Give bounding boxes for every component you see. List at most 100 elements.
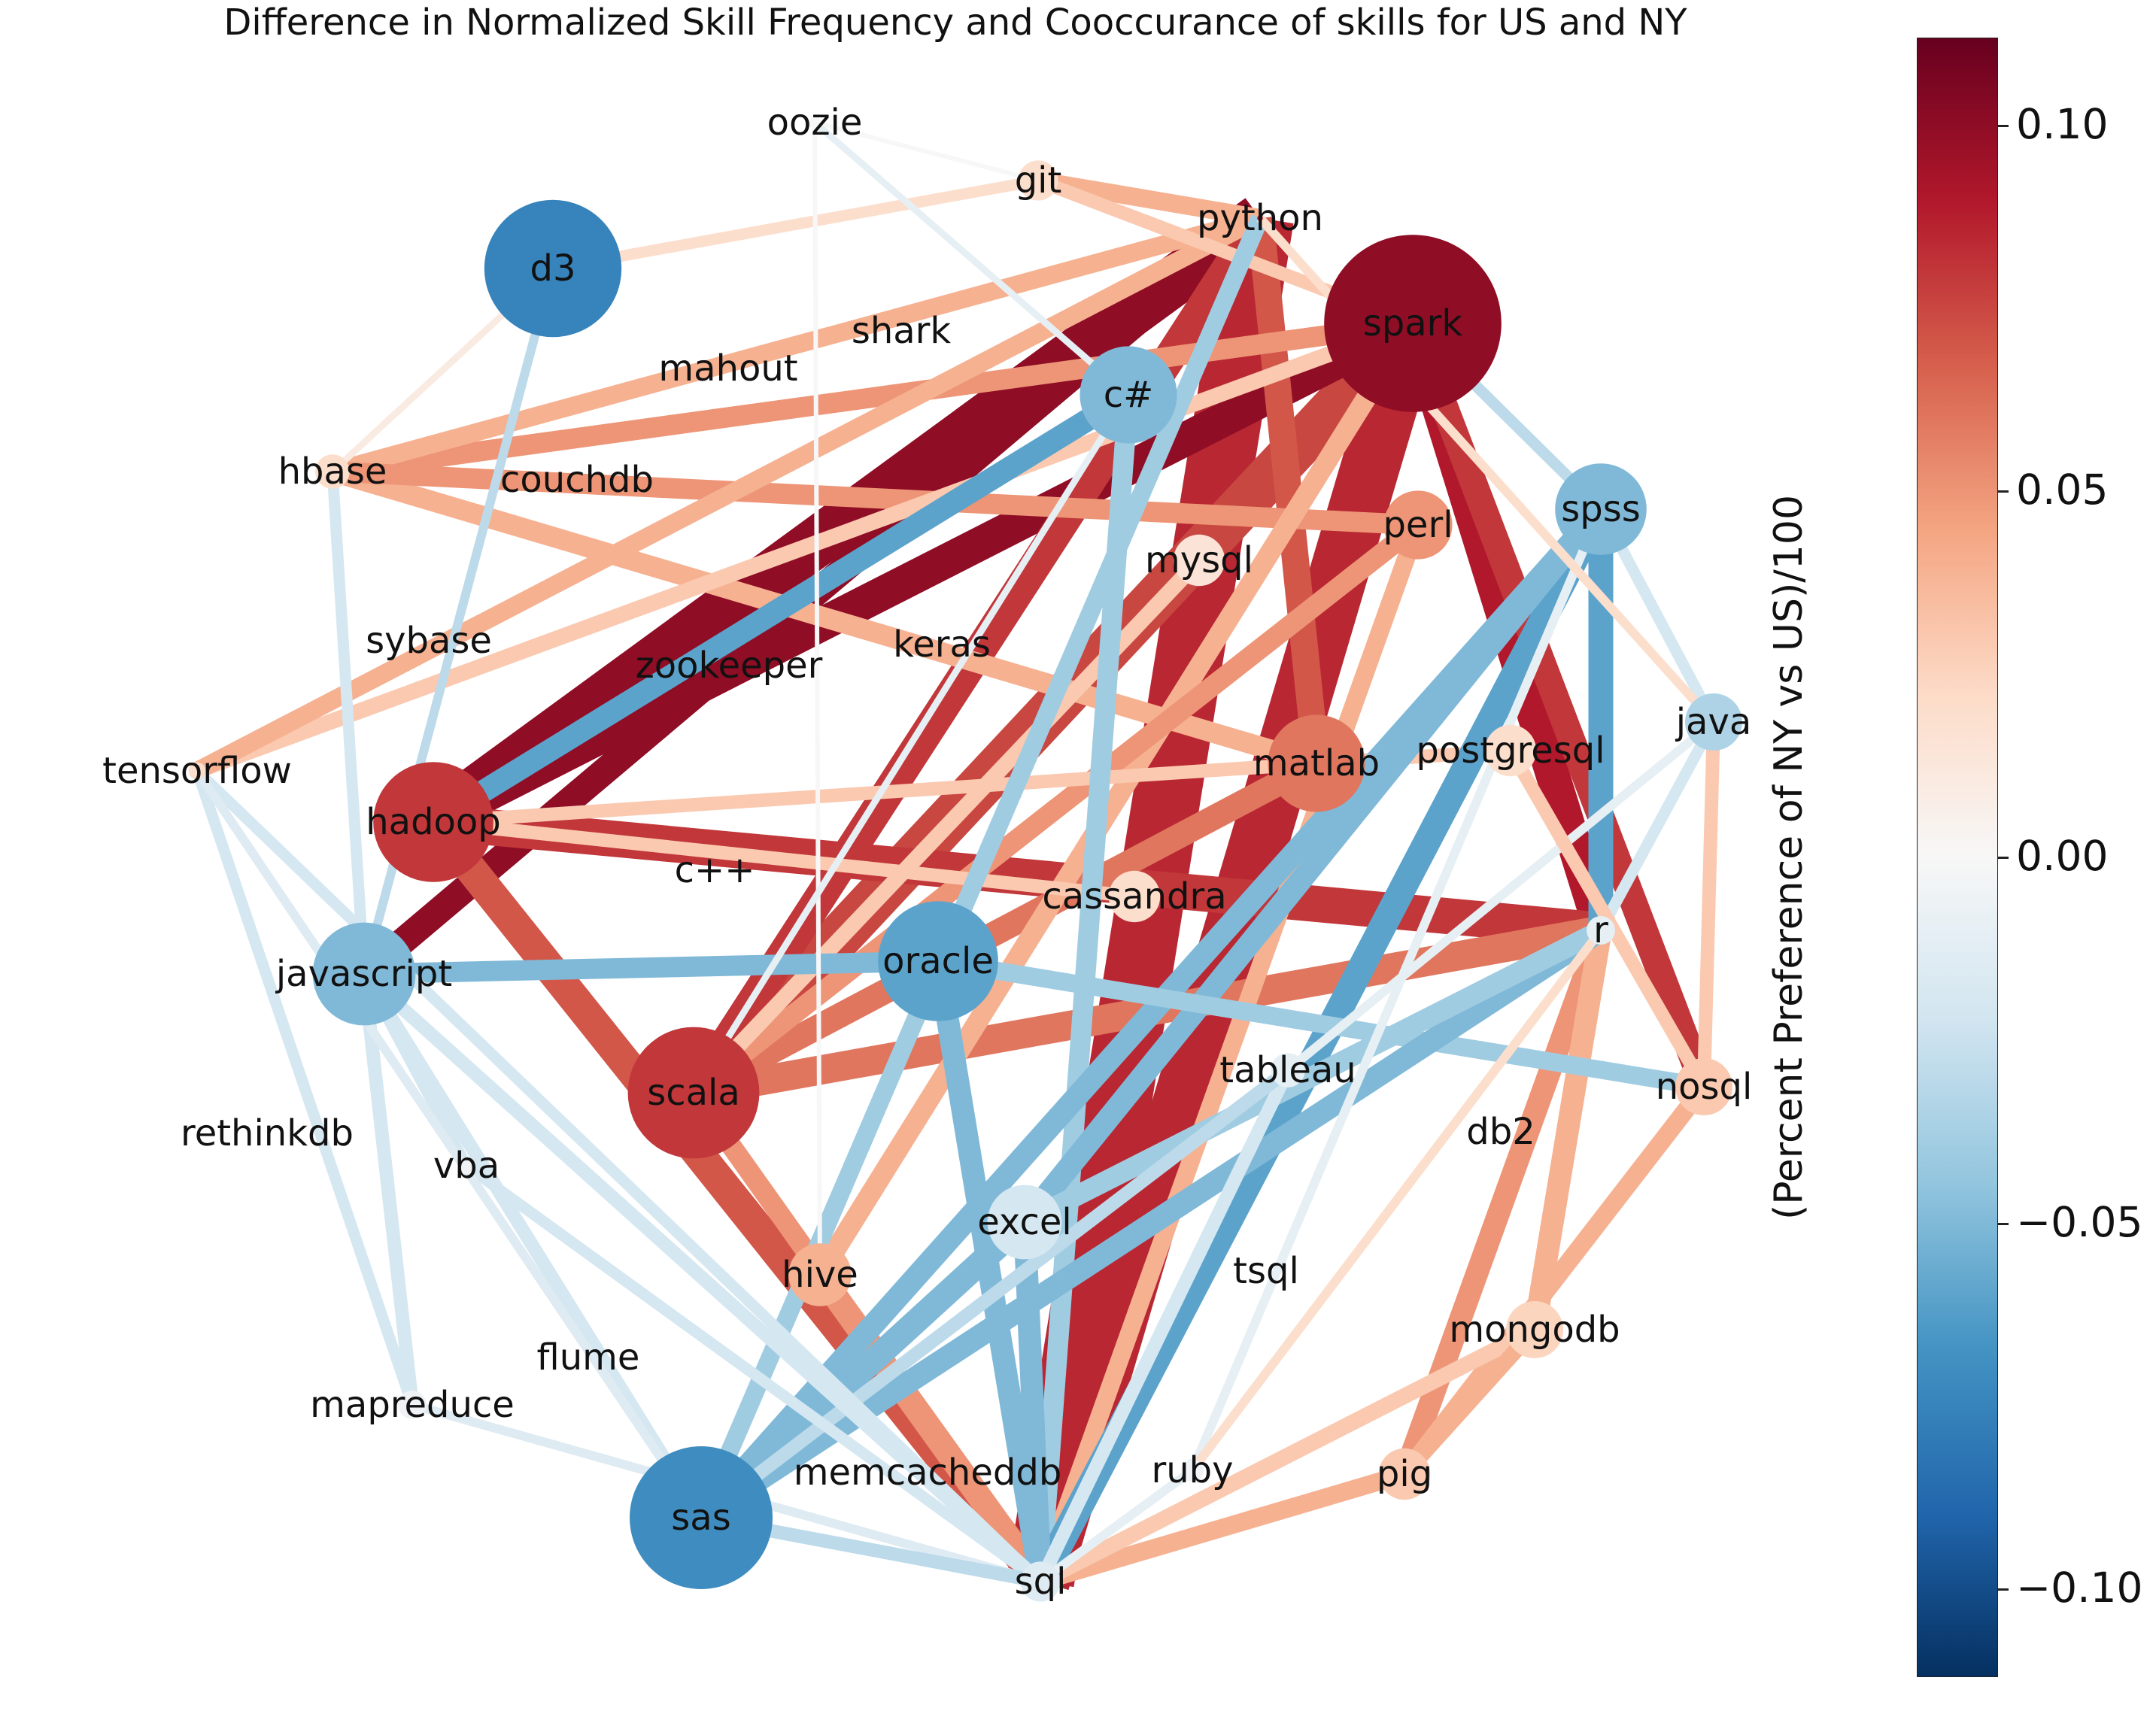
network-graph: oozie git python spark d3 shark mahout c# hbase c… — [102, 102, 1753, 1603]
node-nosql — [1675, 1058, 1732, 1115]
node-hive — [788, 1243, 852, 1306]
node-r — [1587, 916, 1615, 945]
node-sql — [1020, 1561, 1061, 1602]
node-label-db2: db2 — [1466, 1111, 1535, 1153]
edge-vba-sql — [463, 1160, 1044, 1587]
node-perl — [1383, 490, 1453, 560]
node-spark — [1324, 235, 1502, 412]
node-label-rethinkdb: rethinkdb — [181, 1112, 354, 1154]
node-label-pig: pig — [1377, 1453, 1432, 1495]
node-oracle — [878, 901, 998, 1021]
node-label-hive: hive — [782, 1254, 858, 1296]
node-sas — [630, 1446, 773, 1589]
node-mysql — [1173, 534, 1225, 587]
node-d3 — [484, 199, 622, 338]
edge-mapreduce-javascript — [357, 973, 419, 1406]
edge-hbase-matlab — [329, 462, 1319, 773]
colorbar-label: (Percent Preference of NY vs US)/100 — [1766, 494, 1811, 1221]
node-label-postgresql: postgresql — [1416, 730, 1605, 772]
node-tableau — [1271, 1053, 1305, 1088]
node-label-spss: spss — [1561, 488, 1641, 530]
node-csharp — [1080, 346, 1177, 444]
edge-oracle-javascript — [363, 951, 939, 984]
node-label-hbase: hbase — [278, 450, 387, 493]
edge-tensorflow-sas — [193, 768, 705, 1521]
node-mongodb — [1506, 1301, 1563, 1358]
node-oozie — [809, 117, 821, 129]
edge-python-matlab — [1247, 217, 1330, 765]
node-label-nosql: nosql — [1656, 1066, 1753, 1108]
node-label-javascript: javascript — [275, 953, 452, 995]
edge-oracle-sql — [927, 959, 1052, 1584]
node-label-tensorflow: tensorflow — [102, 750, 292, 792]
node-label-matlab: matlab — [1253, 742, 1380, 784]
node-java — [1685, 693, 1742, 751]
node-excel — [987, 1185, 1062, 1260]
node-mapreduce — [398, 1391, 427, 1419]
node-label-cplusplus: c++ — [675, 849, 755, 891]
node-label-hadoop: hadoop — [366, 801, 501, 843]
edge-hbase-python — [329, 209, 1263, 481]
edge-excel-sql — [1013, 1221, 1052, 1582]
node-label-flume: flume — [537, 1336, 640, 1379]
node-label-zookeeper: zookeeper — [636, 645, 823, 687]
edge-perl-scala — [687, 517, 1425, 1101]
node-cassandra — [1108, 870, 1161, 923]
node-label-spark: spark — [1363, 302, 1463, 344]
colorbar — [1917, 38, 1998, 1677]
node-label-vba: vba — [433, 1145, 500, 1187]
edge-git-python — [1036, 171, 1262, 227]
colorbar-tick-label: −0.10 — [2016, 1564, 2143, 1612]
edge-mongodb-sql — [1037, 1322, 1538, 1589]
node-label-csharp: c# — [1104, 374, 1154, 416]
edge-r-mongodb — [1523, 928, 1612, 1332]
node-label-sas: sas — [671, 1497, 730, 1539]
node-label-r: r — [1593, 909, 1608, 951]
edge-c#-scala — [691, 393, 1131, 1095]
colorbar-tick-mark — [1998, 1222, 2009, 1225]
edge-java-tableau — [1285, 718, 1717, 1074]
node-label-git: git — [1015, 159, 1062, 202]
node-label-cassandra: cassandra — [1042, 875, 1226, 918]
node-label-sybase: sybase — [366, 620, 492, 662]
node-label-mapreduce: mapreduce — [310, 1384, 515, 1426]
node-label-tsql: tsql — [1233, 1250, 1299, 1292]
node-label-excel: excel — [977, 1201, 1072, 1243]
node-layer — [188, 117, 1742, 1602]
edge-oozie-c# — [812, 120, 1131, 398]
node-label-couchdb: couchdb — [500, 459, 654, 501]
node-label-keras: keras — [893, 623, 991, 666]
edge-mapreduce-tensorflow — [191, 769, 418, 1407]
node-pig — [1378, 1448, 1431, 1500]
edge-perl-sql — [1031, 521, 1427, 1585]
edge-matlab-scala — [688, 752, 1322, 1104]
edge-ruby-spss — [1188, 507, 1605, 1473]
node-label-sql: sql — [1015, 1561, 1067, 1603]
edge-ruby-r — [1189, 927, 1605, 1473]
edge-tableau-sql — [1034, 1067, 1295, 1585]
edge-hive-spark — [811, 317, 1422, 1281]
node-label-scala: scala — [647, 1072, 740, 1114]
edge-spark-hadoop — [425, 308, 1421, 838]
node-label-mysql: mysql — [1145, 539, 1253, 581]
edge-tensorflow-python — [193, 210, 1265, 779]
node-scala — [627, 1027, 760, 1159]
node-label-java: java — [1675, 701, 1752, 743]
node-vba — [457, 1157, 475, 1175]
node-label-python: python — [1197, 197, 1323, 239]
node-spss — [1555, 463, 1647, 555]
node-matlab — [1268, 714, 1365, 812]
colorbar-tick-label: 0.05 — [2016, 466, 2109, 514]
node-git — [1018, 160, 1058, 201]
edge-ruby-sql — [1037, 1467, 1195, 1585]
node-hadoop — [373, 762, 493, 882]
edge-tableau-sas — [697, 1064, 1292, 1524]
colorbar-tick-label: −0.05 — [2016, 1197, 2143, 1246]
node-javascript — [312, 922, 416, 1026]
node-label-ruby: ruby — [1151, 1449, 1233, 1491]
node-label-shark: shark — [852, 310, 952, 352]
edge-hbase-perl — [332, 461, 1419, 535]
node-ruby — [1180, 1458, 1204, 1482]
node-tensorflow — [188, 762, 206, 780]
edge-tensorflow-sql — [193, 766, 1045, 1586]
